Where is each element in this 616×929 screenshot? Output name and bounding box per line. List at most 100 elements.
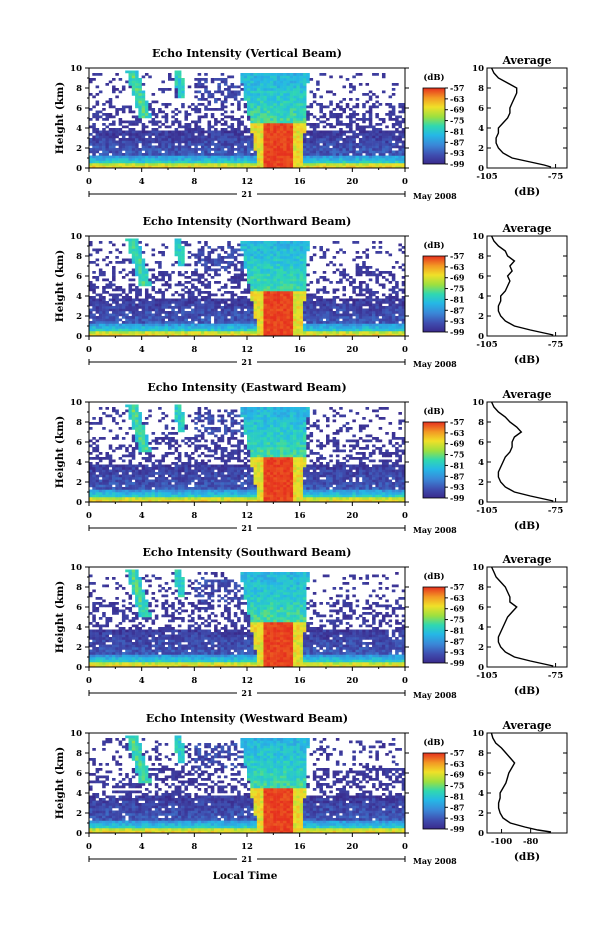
heatmap-cell xyxy=(131,75,136,79)
heatmap-cell xyxy=(168,311,172,314)
heatmap-cell xyxy=(121,333,126,337)
heatmap-cell xyxy=(352,333,356,337)
heatmap-cell xyxy=(260,125,264,129)
heatmap-cell xyxy=(115,248,119,252)
heatmap-cell xyxy=(319,313,323,317)
heatmap-cell xyxy=(102,328,106,332)
heatmap-cell xyxy=(309,331,314,334)
heatmap-cell xyxy=(276,73,281,76)
heatmap-cell xyxy=(339,303,343,307)
heatmap-cell xyxy=(151,268,156,272)
heatmap-cell xyxy=(256,331,261,334)
heatmap-cell xyxy=(223,150,228,154)
heatmap-cell xyxy=(220,133,225,136)
heatmap-cell xyxy=(108,145,113,149)
heatmap-cell xyxy=(381,153,386,156)
heatmap-cell xyxy=(283,163,287,166)
heatmap-cell xyxy=(276,130,281,134)
heatmap-cell xyxy=(306,263,310,267)
heatmap-cell xyxy=(283,311,287,314)
heatmap-cell xyxy=(253,95,258,99)
heatmap-cell xyxy=(197,138,202,141)
heatmap-cell xyxy=(286,78,291,81)
heatmap-cell xyxy=(184,138,188,141)
heatmap-cell xyxy=(368,138,373,141)
heatmap-cell xyxy=(207,143,212,146)
heatmap-cell xyxy=(138,303,142,307)
heatmap-cell xyxy=(95,143,100,146)
heatmap-cell xyxy=(368,148,373,151)
heatmap-cell xyxy=(187,313,192,317)
heatmap-cell xyxy=(112,288,116,292)
heatmap-cell xyxy=(352,278,356,282)
heatmap-cell xyxy=(125,125,129,129)
heatmap-cell xyxy=(401,333,406,337)
heatmap-cell xyxy=(279,130,284,134)
heatmap-cell xyxy=(299,248,304,252)
heatmap-cell xyxy=(266,118,271,121)
heatmap-cell xyxy=(388,313,393,317)
heatmap-cell xyxy=(342,251,346,254)
heatmap-cell xyxy=(233,138,238,141)
heatmap-cell xyxy=(302,130,307,134)
heatmap-cell xyxy=(326,123,330,126)
heatmap-cell xyxy=(260,100,264,104)
heatmap-cell xyxy=(102,298,106,302)
heatmap-cell xyxy=(273,331,277,334)
heatmap-cell xyxy=(181,318,185,322)
heatmap-cell xyxy=(92,105,96,109)
heatmap-cell xyxy=(293,103,297,106)
heatmap-cell xyxy=(204,150,208,154)
heatmap-cell xyxy=(381,298,386,302)
heatmap-cell xyxy=(319,326,323,329)
heatmap-cell xyxy=(293,83,297,86)
heatmap-cell xyxy=(339,145,343,149)
heatmap-cell xyxy=(181,153,185,156)
heatmap-cell xyxy=(270,331,274,334)
heatmap-cell xyxy=(332,306,337,309)
heatmap-cell xyxy=(270,125,274,129)
heatmap-cell xyxy=(161,153,165,156)
heatmap-cell xyxy=(191,128,195,131)
heatmap-cell xyxy=(164,115,169,119)
heatmap-cell xyxy=(102,303,106,307)
heatmap-cell xyxy=(270,256,274,259)
heatmap-cell xyxy=(138,273,142,277)
heatmap-cell xyxy=(135,261,139,264)
heatmap-cell xyxy=(108,80,113,84)
heatmap-cell xyxy=(89,125,93,129)
heatmap-cell xyxy=(131,120,136,124)
heatmap-cell xyxy=(151,273,156,277)
heatmap-cell xyxy=(385,331,389,334)
heatmap-cell xyxy=(263,110,267,114)
heatmap-cell xyxy=(398,298,402,302)
heatmap-cell xyxy=(207,148,212,151)
heatmap-cell xyxy=(227,246,231,249)
heatmap-cell xyxy=(339,308,343,312)
heatmap-cell xyxy=(365,288,370,292)
heatmap-cell xyxy=(112,133,116,136)
heatmap-cell xyxy=(200,248,205,252)
heatmap-cell xyxy=(372,140,376,144)
heatmap-cell xyxy=(296,95,300,99)
heatmap-cell xyxy=(293,303,297,307)
heatmap-cell xyxy=(293,95,297,99)
heatmap-cell xyxy=(312,303,317,307)
heatmap-cell xyxy=(289,98,294,101)
heatmap-cell xyxy=(230,278,235,282)
heatmap-cell xyxy=(158,133,162,136)
heatmap-cell xyxy=(240,308,244,312)
heatmap-cell xyxy=(345,160,350,164)
heatmap-cell xyxy=(247,140,251,144)
heatmap-cell xyxy=(128,333,133,337)
heatmap-cell xyxy=(266,120,271,124)
heatmap-cell xyxy=(352,133,356,136)
heatmap-cell xyxy=(233,95,238,99)
heatmap-cell xyxy=(174,128,179,131)
heatmap-cell xyxy=(279,278,284,282)
heatmap-cell xyxy=(256,251,261,254)
heatmap-cell xyxy=(388,308,393,312)
heatmap-cell xyxy=(250,80,254,84)
heatmap-cell xyxy=(164,333,169,337)
heatmap-cell xyxy=(322,278,327,282)
